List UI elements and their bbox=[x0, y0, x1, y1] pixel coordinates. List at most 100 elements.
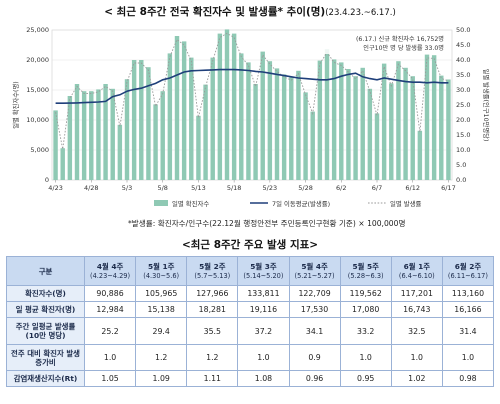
daily-cases-bar bbox=[181, 41, 187, 181]
table-cell: 1.08 bbox=[237, 370, 290, 387]
daily-cases-bar bbox=[96, 89, 101, 180]
daily-cases-bar bbox=[339, 62, 344, 180]
x-tick-label: 5/18 bbox=[227, 184, 242, 192]
table-cell: 29.4 bbox=[135, 317, 188, 345]
daily-cases-bar bbox=[281, 74, 287, 180]
table-cell: 0.98 bbox=[441, 370, 495, 387]
daily-cases-bar bbox=[331, 59, 337, 180]
table-row: 감염재생산지수(Rt) 1.05 1.09 1.11 1.08 0.96 0.95 1.02 0… bbox=[6, 370, 495, 387]
daily-cases-bar bbox=[274, 68, 280, 180]
table-cell: 33.2 bbox=[339, 317, 392, 345]
chart-title-text: < 최근 8주간 전국 확진자수 및 발생률* 추이(명) bbox=[104, 6, 326, 18]
table-cell: 17,530 bbox=[288, 301, 341, 318]
daily-cases-bar bbox=[446, 79, 451, 180]
y2-tick-label: 15.0 bbox=[456, 131, 470, 139]
table-cell: 113,160 bbox=[441, 285, 495, 302]
table-cell: 1.0 bbox=[339, 344, 392, 371]
column-week-label: 5월 1주 bbox=[147, 261, 175, 271]
daily-cases-bar bbox=[439, 75, 444, 180]
daily-cases-bar bbox=[246, 62, 251, 180]
table-cell: 35.5 bbox=[186, 317, 239, 345]
daily-cases-bar bbox=[417, 130, 423, 180]
y-tick-label: 5,000 bbox=[30, 146, 49, 154]
row-label: 일 평균 확진자(명) bbox=[6, 301, 85, 318]
daily-cases-bar bbox=[124, 79, 130, 180]
table-cell: 1.0 bbox=[237, 344, 290, 371]
table-cell: 1.0 bbox=[83, 344, 137, 371]
column-week-label: 5월 4주 bbox=[301, 261, 328, 271]
table-cell: 0.9 bbox=[288, 344, 341, 371]
legend-label: 일별 발생률 bbox=[390, 199, 422, 208]
row-label: 전주 대비 확진자 발생 증가비 bbox=[6, 344, 85, 371]
legend-swatch-bar bbox=[154, 200, 168, 206]
daily-cases-bar bbox=[224, 29, 230, 181]
table-cell: 16,743 bbox=[390, 301, 443, 318]
table-title: <최근 8주간 주요 발생 지표> bbox=[181, 239, 319, 251]
table-corner-cell: 구분 bbox=[6, 256, 85, 286]
daily-cases-bar bbox=[167, 53, 173, 180]
x-tick-label: 6/2 bbox=[336, 184, 346, 192]
table-column-header: 5월 5주 (5.28~6.3) bbox=[339, 256, 392, 286]
table-cell: 1.2 bbox=[186, 344, 239, 371]
table-cell: 18,281 bbox=[186, 301, 239, 318]
daily-cases-bar bbox=[360, 67, 365, 180]
y-tick-label: 0 bbox=[45, 176, 49, 184]
daily-cases-bar bbox=[267, 61, 273, 181]
daily-cases-bar bbox=[410, 76, 415, 180]
x-tick-label: 5/28 bbox=[298, 184, 313, 192]
x-tick-label: 4/28 bbox=[84, 184, 99, 192]
table-cell: 1.2 bbox=[135, 344, 188, 371]
daily-cases-bar bbox=[81, 91, 87, 180]
daily-cases-bar bbox=[381, 63, 387, 180]
x-tick-label: 6/12 bbox=[405, 184, 420, 192]
y-tick-label: 10,000 bbox=[26, 116, 49, 124]
daily-cases-bar bbox=[74, 84, 80, 180]
y2-tick-label: 50.0 bbox=[456, 26, 470, 34]
column-week-label: 5월 5주 bbox=[352, 261, 379, 271]
x-tick-label: 5/13 bbox=[191, 184, 206, 192]
daily-cases-bar bbox=[89, 91, 94, 180]
daily-cases-bar bbox=[217, 33, 223, 180]
column-period-label: (6.4~6.10) bbox=[398, 271, 435, 280]
daily-cases-bar bbox=[160, 91, 165, 180]
daily-cases-bar bbox=[303, 92, 308, 180]
annotation-rate: 인구10만 명 당 발생률 33.0명 bbox=[363, 44, 444, 52]
indicator-table: 구분 4월 4주 (4.23~4.29) 5월 1주 (4.30~5.6) 5월 2주(… bbox=[6, 256, 495, 387]
table-cell: 0.95 bbox=[339, 370, 392, 387]
y-axis-title: 일별 확진자수(명) bbox=[11, 81, 20, 128]
table-column-header: 4월 4주 (4.23~4.29) bbox=[83, 256, 137, 286]
table-row: 전주 대비 확진자 발생 증가비 1.0 1.2 1.2 1.0 0.9 1.0 1.0 1.0 bbox=[6, 344, 495, 371]
table-header-row: 구분 4월 4주 (4.23~4.29) 5월 1주 (4.30~5.6) 5월 2주(… bbox=[6, 256, 495, 286]
daily-cases-bar bbox=[389, 83, 394, 180]
table-cell: 127,966 bbox=[186, 285, 239, 302]
y2-tick-label: 45.0 bbox=[456, 41, 470, 49]
x-tick-label: 6/17 bbox=[441, 184, 456, 192]
column-week-label: 6월 2주 bbox=[454, 261, 482, 271]
table-cell: 31.4 bbox=[441, 317, 495, 345]
table-column-header: 6월 2주 (6.11~6.17) bbox=[441, 256, 495, 286]
daily-cases-bar bbox=[324, 49, 330, 181]
daily-cases-bar bbox=[146, 67, 151, 180]
daily-cases-bar bbox=[103, 84, 108, 180]
table-cell: 1.0 bbox=[441, 344, 495, 371]
table-cell: 19,116 bbox=[237, 301, 290, 318]
table-cell: 1.11 bbox=[186, 370, 239, 387]
column-week-label: 5월 2주 bbox=[199, 261, 226, 271]
annotation-cases: (6.17.) 신규 확진자수 16,752명 bbox=[356, 35, 444, 43]
cases-trend-chart: 0 5,000 10,000 15,000 20,000 25,000 0.0 5.0 10.0… bbox=[11, 26, 491, 208]
daily-cases-bar bbox=[117, 124, 123, 180]
row-label: 확진자수(명) bbox=[6, 285, 85, 302]
y2-tick-label: 40.0 bbox=[456, 56, 470, 64]
column-period-label: (5.7~5.13) bbox=[194, 271, 231, 280]
table-cell: 119,562 bbox=[339, 285, 392, 302]
daily-cases-bar bbox=[60, 148, 65, 180]
moving-average-line bbox=[55, 68, 449, 104]
table-cell: 16,166 bbox=[441, 301, 495, 318]
daily-cases-bar bbox=[239, 53, 244, 180]
table-cell: 122,709 bbox=[288, 285, 341, 302]
column-period-label: (5.28~6.3) bbox=[347, 271, 384, 280]
y2-axis-title: 일별 발생률(인구10만명당) bbox=[482, 69, 491, 142]
table-row: 확진자수(명) 90,886 105,965 127,966 133,811 122,70… bbox=[6, 285, 495, 302]
table-cell: 1.0 bbox=[390, 344, 443, 371]
daily-cases-bar bbox=[231, 33, 237, 180]
